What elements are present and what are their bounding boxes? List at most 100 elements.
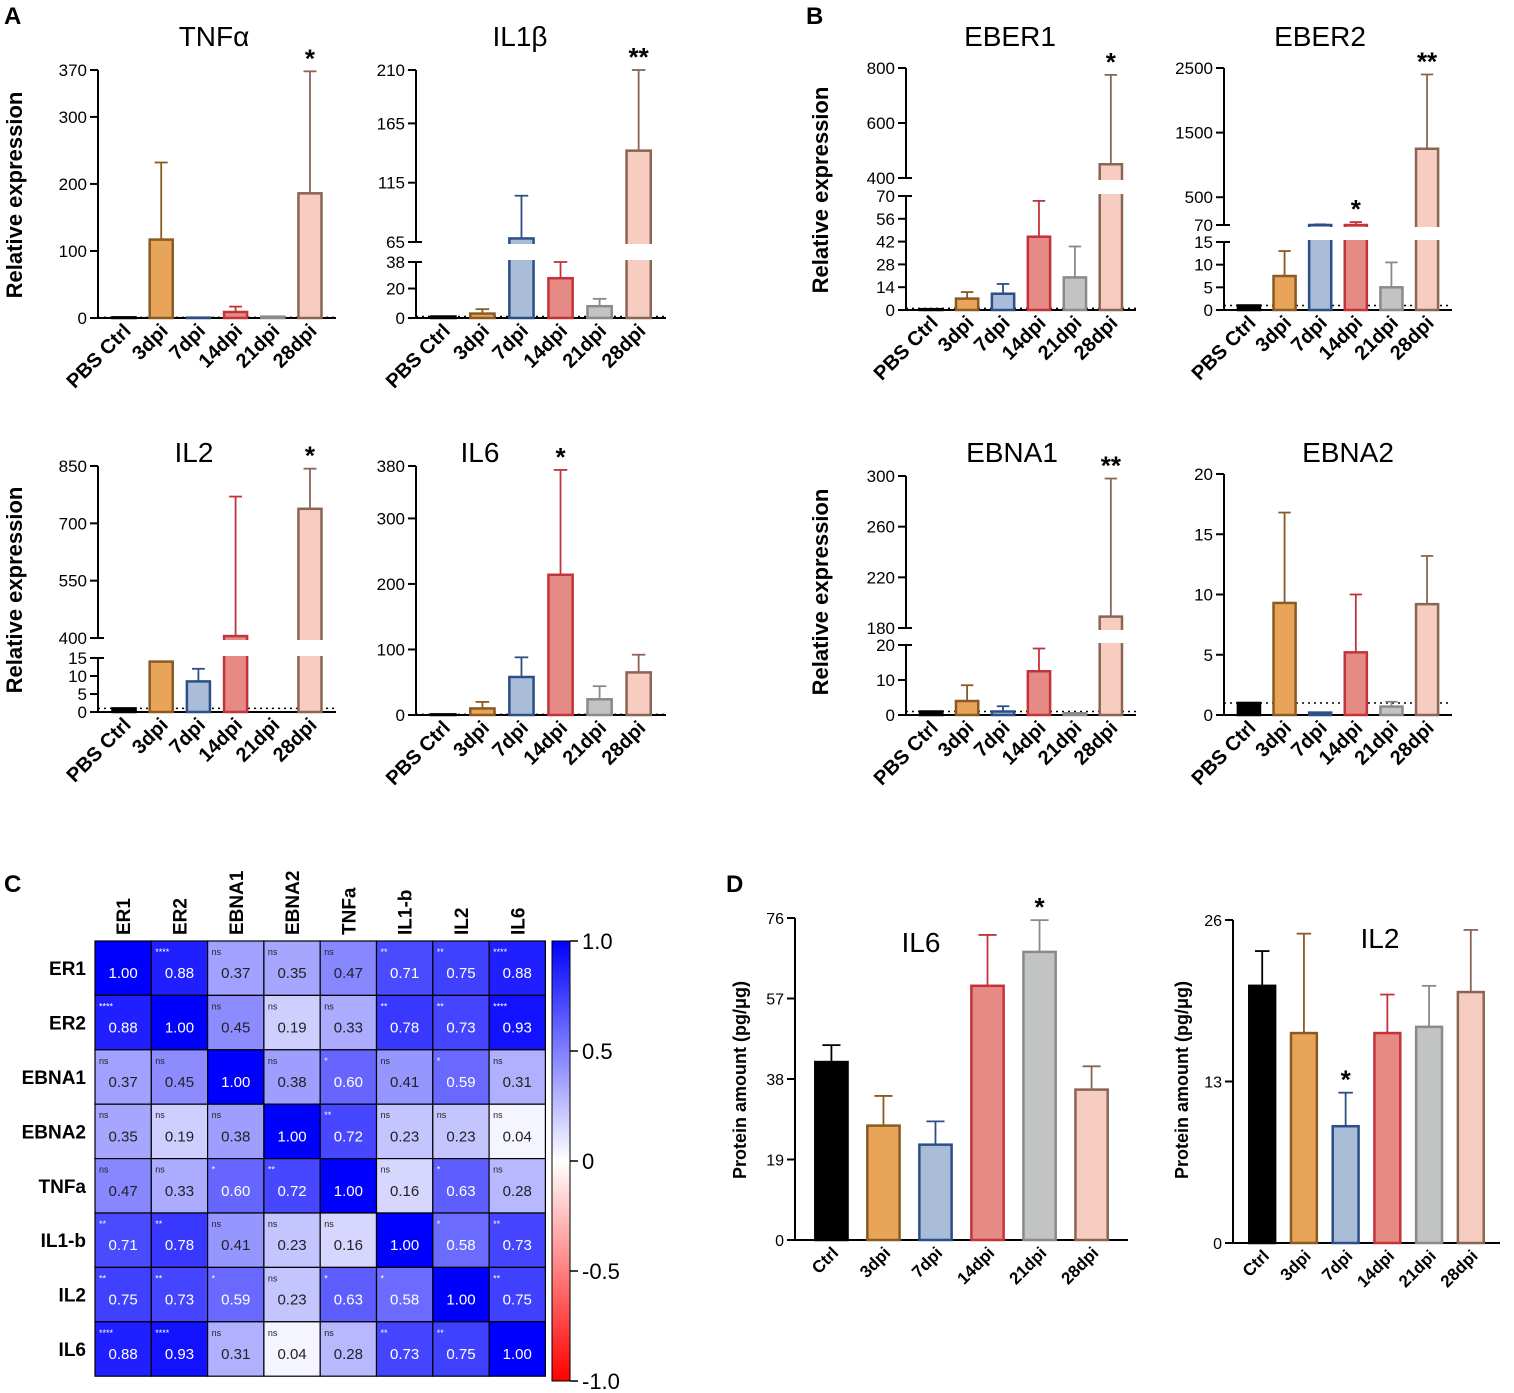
heatmap-cell-value: 0.23: [446, 1128, 475, 1145]
heatmap-cell-significance: ****: [155, 947, 170, 957]
y-tick-label: 38: [386, 253, 405, 272]
heatmap-cell-value: 0.28: [334, 1346, 363, 1363]
heatmap-cell: [488, 1212, 547, 1269]
heatmap-cell: [488, 1103, 547, 1160]
panel-label-a: A: [4, 3, 21, 30]
y-axis-label: Relative expression: [808, 87, 833, 294]
heatmap-cell: [150, 1266, 209, 1323]
x-tick-label: 14dpi: [520, 320, 573, 373]
x-tick-label: 28dpi: [598, 320, 651, 373]
heatmap-cell: [488, 940, 547, 997]
bar-7dpi: [508, 675, 535, 717]
bar-3dpi: [148, 660, 174, 714]
y-tick-label: 800: [867, 59, 895, 78]
heatmap-cell-significance: *: [324, 1056, 328, 1066]
heatmap-col-label: IL2: [452, 908, 473, 935]
chart-title: EBER2: [1274, 21, 1366, 52]
heatmap-cell-significance: ****: [493, 1001, 508, 1011]
heatmap-cell: [319, 1157, 378, 1214]
heatmap-cell-value: 0.37: [109, 1074, 138, 1091]
heatmap-cell-significance: *: [437, 1165, 441, 1175]
bar-3dpi: [469, 312, 496, 320]
heatmap-cell: [94, 1321, 152, 1377]
heatmap-cell-significance: **: [155, 1273, 163, 1283]
bar-3dpi: [469, 707, 496, 717]
y-tick-label: 550: [59, 572, 87, 591]
heatmap-cell-value: 0.31: [221, 1346, 250, 1363]
chart-title: IL6: [902, 927, 941, 958]
heatmap-cell: [150, 940, 209, 997]
heatmap-cell: [207, 1157, 265, 1214]
heatmap-col-label: IL6: [508, 908, 529, 935]
heatmap-cell-value: 0.19: [277, 1020, 306, 1037]
bar-14dpi: [1026, 670, 1052, 717]
y-tick-label: 20: [386, 280, 405, 299]
bar-pbs-ctrl: [111, 707, 137, 714]
bar-break-gap: [222, 640, 250, 656]
heatmap-cell: [488, 1049, 547, 1105]
x-tick-label: 3dpi: [449, 320, 494, 365]
y-tick-label: 20: [876, 636, 895, 655]
heatmap-cell-value: 0.63: [334, 1292, 363, 1309]
heatmap-cell-value: 0.16: [334, 1237, 363, 1254]
heatmap-cell: [432, 1157, 490, 1214]
y-tick-label: 200: [377, 575, 405, 594]
y-tick-label: 10: [68, 667, 87, 686]
heatmap-cell: [94, 1157, 152, 1214]
heatmap-cell-value: 0.33: [334, 1020, 363, 1037]
heatmap-cell: [432, 1321, 490, 1377]
heatmap-cell-value: 0.31: [503, 1074, 532, 1091]
heatmap-cell: [207, 994, 265, 1051]
y-axis-label: Relative expression: [2, 92, 27, 299]
heatmap-cell-value: 0.41: [221, 1237, 250, 1254]
chart-protein-il2: IL2 Protein amount (pg/μg) 0 13 26 Ctrl 3dpi * 7…: [1172, 913, 1500, 1291]
heatmap-cell: [432, 1212, 490, 1269]
bar-21dpi: [586, 698, 613, 717]
y-tick-label: 56: [876, 210, 895, 229]
heatmap-cell-value: 0.72: [277, 1183, 306, 1200]
heatmap-cell-value: 0.04: [503, 1128, 532, 1145]
x-tick-label: PBS Ctrl: [382, 320, 455, 393]
y-tick-label: 13: [1204, 1075, 1222, 1092]
y-tick-label: 70: [1194, 216, 1213, 235]
heatmap-cell-value: 0.73: [390, 1346, 419, 1363]
heatmap-cell-value: 0.37: [221, 965, 250, 982]
bar-3dpi: [148, 238, 174, 320]
heatmap-cell: [94, 1103, 152, 1160]
chart-title: EBER1: [964, 21, 1056, 52]
significance-marker: *: [305, 441, 316, 471]
y-tick-label: 200: [59, 175, 87, 194]
heatmap-cell-significance: ****: [99, 1328, 114, 1338]
y-tick-label: 700: [59, 514, 87, 533]
heatmap-cell: [150, 1321, 209, 1377]
bar-break-gap: [1307, 227, 1334, 240]
heatmap-cell-value: 0.04: [277, 1346, 306, 1363]
bar-pbs-ctrl: [111, 316, 137, 320]
x-tick-label: 14dpi: [520, 717, 573, 770]
bar-7dpi: [990, 710, 1016, 717]
heatmap-cell-significance: ns: [437, 1110, 447, 1120]
y-tick-label: 180: [867, 619, 895, 638]
heatmap-cell-significance: ****: [493, 947, 508, 957]
heatmap-row-label: EBNA1: [22, 1068, 87, 1089]
significance-marker: **: [1101, 451, 1122, 481]
heatmap-cell-value: 0.71: [390, 965, 419, 982]
heatmap-cell-value: 0.59: [221, 1292, 250, 1309]
heatmap-cell-significance: **: [437, 947, 445, 957]
y-tick-label: 28: [876, 255, 895, 274]
heatmap-cell-value: 0.45: [221, 1020, 250, 1037]
heatmap-cell-value: 0.47: [109, 1183, 138, 1200]
bar-7dpi: [1331, 1124, 1360, 1245]
bar-21dpi: [1379, 286, 1404, 312]
x-tick-label: PBS Ctrl: [63, 320, 136, 393]
y-tick-label: 0: [886, 706, 895, 725]
heatmap-cell-value: 1.00: [277, 1128, 306, 1145]
heatmap-cell-value: 0.63: [446, 1183, 475, 1200]
x-tick-label: Ctrl: [808, 1243, 842, 1277]
heatmap-cell-value: 0.88: [165, 965, 194, 982]
heatmap-cell-value: 0.88: [109, 1346, 138, 1363]
